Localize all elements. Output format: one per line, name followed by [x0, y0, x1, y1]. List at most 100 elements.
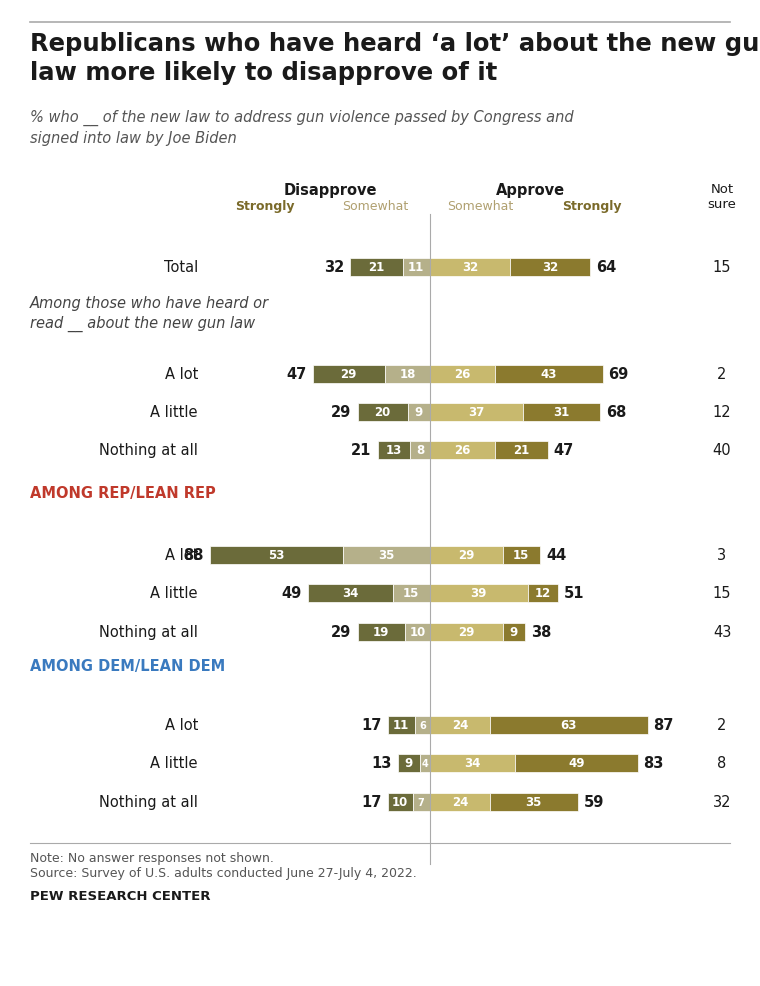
Text: 43: 43 [713, 625, 731, 640]
Bar [430, 716, 490, 735]
Bar [510, 258, 590, 277]
Text: 29: 29 [458, 549, 474, 562]
Text: 69: 69 [609, 367, 629, 383]
Text: 35: 35 [526, 796, 542, 809]
Text: 51: 51 [563, 586, 584, 600]
Bar [405, 623, 430, 641]
Text: 15: 15 [713, 260, 731, 275]
Text: 34: 34 [464, 756, 480, 770]
Text: Nothing at all: Nothing at all [99, 625, 198, 640]
Text: 87: 87 [654, 718, 674, 733]
Text: 53: 53 [268, 549, 284, 562]
Text: Approve: Approve [496, 182, 565, 198]
Bar [430, 585, 527, 602]
Text: Source: Survey of U.S. adults conducted June 27-July 4, 2022.: Source: Survey of U.S. adults conducted … [30, 866, 416, 880]
Text: 29: 29 [458, 626, 474, 639]
Text: 83: 83 [644, 755, 664, 771]
Text: 15: 15 [513, 549, 530, 562]
Text: 43: 43 [540, 368, 557, 382]
Text: Note: No answer responses not shown.: Note: No answer responses not shown. [30, 851, 274, 864]
Bar [388, 793, 413, 811]
Text: 10: 10 [410, 626, 426, 639]
Text: 31: 31 [553, 406, 569, 419]
Bar [430, 793, 490, 811]
Bar [515, 754, 638, 772]
Bar [413, 793, 430, 811]
Text: AMONG DEM/LEAN DEM: AMONG DEM/LEAN DEM [30, 659, 225, 673]
Text: 34: 34 [342, 587, 358, 599]
Bar [350, 258, 403, 277]
Text: 40: 40 [713, 443, 731, 458]
Text: 17: 17 [361, 795, 382, 810]
Text: A little: A little [150, 405, 198, 420]
Bar [343, 546, 430, 564]
Bar [430, 403, 523, 422]
Text: 29: 29 [340, 368, 357, 382]
Text: Nothing at all: Nothing at all [99, 443, 198, 458]
Text: A lot: A lot [165, 718, 198, 733]
Text: A little: A little [150, 586, 198, 600]
Text: 9: 9 [404, 756, 413, 770]
Text: 24: 24 [451, 719, 468, 732]
Text: 47: 47 [553, 443, 574, 458]
Bar [388, 716, 415, 735]
Text: 9: 9 [415, 406, 423, 419]
Bar [357, 623, 405, 641]
Text: Republicans who have heard ‘a lot’ about the new gun
law more likely to disappro: Republicans who have heard ‘a lot’ about… [30, 32, 760, 85]
Text: A lot: A lot [165, 548, 198, 563]
Text: 39: 39 [470, 587, 487, 599]
Text: 17: 17 [361, 718, 382, 733]
Text: Among those who have heard or
read __ about the new gun law: Among those who have heard or read __ ab… [30, 296, 269, 331]
Text: Total: Total [163, 260, 198, 275]
Text: 49: 49 [568, 756, 584, 770]
Text: 88: 88 [183, 548, 204, 563]
Text: 49: 49 [281, 586, 302, 600]
Text: 26: 26 [454, 444, 470, 458]
Text: 15: 15 [403, 587, 420, 599]
Bar [495, 366, 603, 384]
Bar [490, 793, 578, 811]
Bar [415, 716, 430, 735]
Text: 24: 24 [451, 796, 468, 809]
Text: 29: 29 [331, 405, 351, 420]
Text: 44: 44 [546, 548, 566, 563]
Text: 26: 26 [454, 368, 470, 382]
Bar [403, 258, 430, 277]
Text: 11: 11 [408, 261, 424, 274]
Text: Disapprove: Disapprove [283, 182, 377, 198]
Bar [210, 546, 343, 564]
Text: Strongly: Strongly [562, 200, 622, 213]
Text: PEW RESEARCH CENTER: PEW RESEARCH CENTER [30, 889, 211, 902]
Text: 68: 68 [606, 405, 626, 420]
Bar [407, 403, 430, 422]
Text: 19: 19 [373, 626, 389, 639]
Text: 35: 35 [378, 549, 394, 562]
Text: 2: 2 [717, 718, 727, 733]
Bar [495, 442, 547, 459]
Text: 15: 15 [713, 586, 731, 600]
Text: 64: 64 [596, 260, 616, 275]
Text: 47: 47 [287, 367, 306, 383]
Bar [430, 754, 515, 772]
Bar [502, 546, 540, 564]
Text: 59: 59 [584, 795, 604, 810]
Bar [430, 442, 495, 459]
Text: 2: 2 [717, 367, 727, 383]
Bar [420, 754, 430, 772]
Text: AMONG REP/LEAN REP: AMONG REP/LEAN REP [30, 485, 216, 501]
Bar [523, 403, 600, 422]
Text: 11: 11 [393, 719, 410, 732]
Text: 9: 9 [510, 626, 518, 639]
Bar [410, 442, 430, 459]
Text: 10: 10 [392, 796, 408, 809]
Text: 32: 32 [542, 261, 558, 274]
Text: 12: 12 [534, 587, 551, 599]
Text: 12: 12 [713, 405, 731, 420]
Bar [392, 585, 430, 602]
Text: 32: 32 [324, 260, 344, 275]
Text: 7: 7 [418, 798, 425, 808]
Text: Somewhat: Somewhat [342, 200, 408, 213]
Text: Not
sure: Not sure [708, 182, 736, 211]
Bar [430, 623, 502, 641]
Bar [308, 585, 392, 602]
